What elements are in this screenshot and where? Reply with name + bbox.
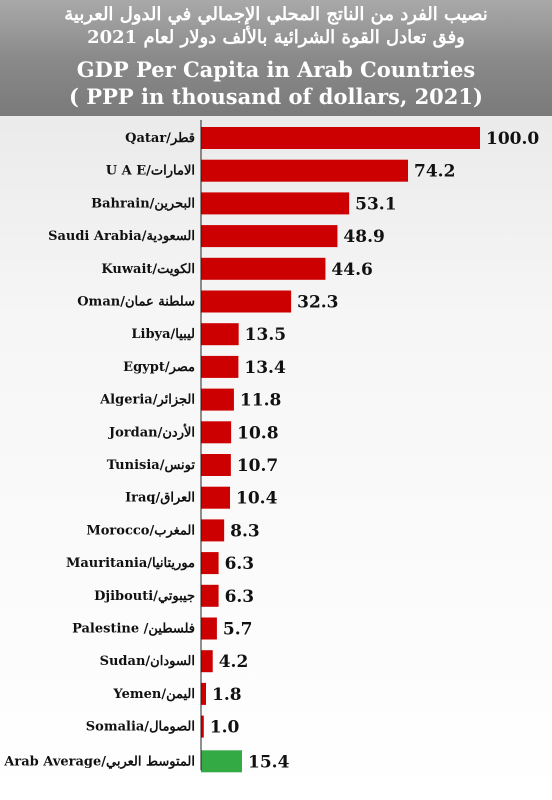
bar-jordan bbox=[201, 421, 232, 444]
category-label-somalia: Somalia/الصومال bbox=[86, 720, 195, 735]
value-label-mauritania: 6.3 bbox=[225, 554, 255, 574]
title-arabic-line-2: وفق تعادل القوة الشرائية بالألف دولار لع… bbox=[87, 27, 465, 48]
title-english-line-1: GDP Per Capita in Arab Countries bbox=[76, 57, 476, 82]
value-label-palestine: 5.7 bbox=[223, 620, 253, 640]
bar-algeria bbox=[201, 388, 234, 411]
value-label-djibouti: 6.3 bbox=[225, 587, 255, 607]
bar-palestine bbox=[201, 617, 217, 640]
value-label-jordan: 10.8 bbox=[237, 423, 278, 443]
bar-yemen bbox=[201, 682, 207, 705]
value-label-iraq: 10.4 bbox=[236, 489, 278, 509]
category-label-palestine: Palestine /فلسطين bbox=[72, 622, 195, 637]
bar-sudan bbox=[201, 650, 213, 673]
value-label-kuwait: 44.6 bbox=[331, 260, 372, 280]
category-label-jordan: Jordan/الأردن bbox=[108, 423, 195, 440]
bar-tunisia bbox=[201, 454, 231, 476]
value-label-arab-average: 15.4 bbox=[248, 752, 290, 772]
category-label-sudan: Sudan/السودان bbox=[100, 654, 195, 669]
category-label-mauritania: Mauritania/موريتانيا bbox=[66, 556, 195, 571]
bar-arab-average bbox=[201, 750, 242, 773]
value-label-qatar: 100.0 bbox=[486, 129, 539, 149]
title-arabic-line-1: نصيب الفرد من الناتج المحلي الإجمالي في … bbox=[64, 4, 488, 25]
bar-morocco bbox=[201, 519, 225, 542]
category-label-arab-average: Arab Average/المتوسط العربي bbox=[3, 754, 195, 769]
bar-chart: Qatar/قطر 100.0 U A E/الامارات 74.2 Bahrain/… bbox=[3, 120, 539, 773]
bar-saudi-arabia bbox=[201, 225, 338, 248]
value-label-libya: 13.5 bbox=[245, 325, 286, 345]
category-label-oman: Oman/سلطنة عمان bbox=[77, 295, 195, 310]
category-label-tunisia: Tunisia/تونس bbox=[107, 458, 196, 473]
bar-iraq bbox=[201, 486, 231, 509]
bar-qatar bbox=[201, 127, 480, 149]
value-label-sudan: 4.2 bbox=[219, 652, 249, 672]
category-label-morocco: Morocco/المغرب bbox=[86, 523, 195, 538]
category-label-u-a-e: U A E/الامارات bbox=[106, 164, 195, 179]
bars-group: Qatar/قطر 100.0 U A E/الامارات 74.2 Bahrain/… bbox=[3, 127, 539, 773]
bar-oman bbox=[201, 290, 292, 313]
title-english-line-2: ( PPP in thousand of dollars, 2021) bbox=[69, 84, 483, 109]
bar-somalia bbox=[201, 715, 204, 738]
category-label-iraq: Iraq/العراق bbox=[125, 491, 195, 506]
bar-bahrain bbox=[201, 192, 350, 215]
bar-egypt bbox=[201, 355, 239, 378]
value-label-yemen: 1.8 bbox=[212, 685, 242, 705]
bar-mauritania bbox=[201, 552, 219, 575]
category-label-algeria: Algeria/الجزائر bbox=[99, 393, 195, 408]
category-label-libya: Libya/ليبيا bbox=[131, 327, 195, 342]
value-label-bahrain: 53.1 bbox=[355, 194, 396, 214]
bar-djibouti bbox=[201, 584, 219, 607]
category-label-kuwait: Kuwait/الكويت bbox=[101, 262, 195, 277]
value-label-tunisia: 10.7 bbox=[237, 456, 278, 476]
category-label-qatar: Qatar/قطر bbox=[125, 131, 195, 146]
bar-u-a-e bbox=[201, 159, 409, 182]
category-label-egypt: Egypt/مصر bbox=[123, 360, 195, 375]
category-label-djibouti: Djibouti/جيبوتي bbox=[94, 589, 195, 604]
category-label-yemen: Yemen/اليمن bbox=[112, 687, 195, 702]
value-label-oman: 32.3 bbox=[297, 293, 338, 313]
value-label-u-a-e: 74.2 bbox=[414, 162, 455, 182]
chart-header: نصيب الفرد من الناتج المحلي الإجمالي في … bbox=[0, 0, 552, 116]
value-label-egypt: 13.4 bbox=[244, 358, 286, 378]
category-label-bahrain: Bahrain/البحرين bbox=[91, 196, 195, 211]
value-label-saudi-arabia: 48.9 bbox=[343, 227, 384, 247]
bar-kuwait bbox=[201, 257, 326, 280]
category-label-saudi-arabia: Saudi Arabia/السعودية bbox=[48, 229, 195, 244]
value-label-morocco: 8.3 bbox=[230, 521, 260, 541]
value-label-somalia: 1.0 bbox=[210, 718, 240, 738]
bar-libya bbox=[201, 323, 239, 346]
value-label-algeria: 11.8 bbox=[240, 391, 281, 411]
